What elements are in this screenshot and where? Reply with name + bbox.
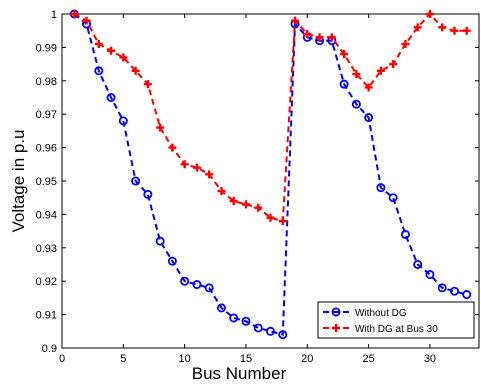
- marker: [437, 283, 447, 293]
- y-tick-label: 0.99: [36, 42, 57, 54]
- y-tick-label: 0.97: [36, 109, 57, 121]
- marker: [425, 270, 435, 280]
- series-line: [73, 12, 467, 223]
- marker: [462, 26, 471, 35]
- series-line: [73, 13, 467, 336]
- marker: [180, 160, 189, 169]
- y-tick-label: 0.93: [36, 243, 57, 255]
- marker: [205, 170, 214, 179]
- marker: [131, 176, 141, 186]
- marker: [217, 187, 226, 196]
- plot-area: [61, 13, 480, 349]
- marker: [167, 256, 177, 266]
- x-tick-label: 5: [120, 353, 126, 365]
- marker: [204, 283, 214, 293]
- marker: [94, 40, 103, 49]
- marker: [389, 60, 398, 69]
- marker: [216, 303, 226, 313]
- marker: [327, 33, 336, 42]
- marker: [265, 326, 275, 336]
- marker: [364, 113, 374, 123]
- marker: [118, 116, 128, 126]
- marker: [241, 316, 251, 326]
- legend-label: With DG at Bus 30: [355, 324, 438, 335]
- x-tick-label: 10: [179, 353, 191, 365]
- marker: [462, 290, 472, 300]
- marker: [339, 79, 349, 89]
- x-tick-label: 30: [424, 353, 436, 365]
- marker: [449, 286, 459, 296]
- marker: [229, 197, 238, 206]
- marker: [107, 46, 116, 55]
- marker: [340, 50, 349, 59]
- marker: [82, 16, 91, 25]
- marker: [388, 193, 398, 203]
- y-tick-label: 0.9: [42, 343, 57, 355]
- y-tick-label: 0.96: [36, 143, 57, 155]
- y-tick-label: 0.92: [36, 276, 57, 288]
- marker: [364, 83, 373, 92]
- y-tick-label: 1: [51, 9, 57, 21]
- x-tick-label: 15: [240, 353, 252, 365]
- marker: [229, 313, 239, 323]
- marker: [352, 70, 361, 79]
- x-tick-label: 20: [301, 353, 313, 365]
- marker: [376, 183, 386, 193]
- legend-label: Without DG: [355, 308, 407, 319]
- x-tick-label: 0: [59, 353, 65, 365]
- marker: [278, 217, 287, 226]
- marker: [192, 280, 202, 290]
- marker: [278, 330, 288, 340]
- marker: [450, 26, 459, 35]
- marker: [332, 324, 340, 332]
- marker: [351, 99, 361, 109]
- marker: [291, 16, 300, 25]
- x-axis-label: Bus Number: [192, 364, 287, 383]
- marker: [413, 23, 422, 32]
- marker: [331, 307, 341, 317]
- marker: [400, 229, 410, 239]
- marker: [168, 143, 177, 152]
- y-tick-label: 0.95: [36, 176, 57, 188]
- y-tick-label: 0.94: [36, 209, 57, 221]
- marker: [241, 200, 250, 209]
- y-tick-label: 0.98: [36, 76, 57, 88]
- marker: [106, 93, 116, 103]
- marker: [315, 33, 324, 42]
- marker: [413, 259, 423, 269]
- legend: Without DG With DG at Bus 30: [317, 301, 475, 339]
- marker: [131, 66, 140, 75]
- y-axis-label: Voltage in p.u: [9, 129, 28, 232]
- marker: [266, 213, 275, 222]
- marker: [253, 323, 263, 333]
- marker: [143, 189, 153, 199]
- marker: [303, 30, 312, 39]
- legend-box: [317, 301, 475, 339]
- marker: [156, 123, 165, 132]
- marker: [254, 203, 263, 212]
- marker: [119, 53, 128, 62]
- marker: [155, 236, 165, 246]
- marker: [94, 66, 104, 76]
- x-tick-label: 25: [362, 353, 374, 365]
- marker: [425, 10, 434, 18]
- marker: [70, 10, 79, 18]
- marker: [143, 80, 152, 89]
- marker: [192, 163, 201, 172]
- marker: [401, 40, 410, 49]
- marker: [376, 66, 385, 75]
- y-tick-label: 0.91: [36, 310, 57, 322]
- marker: [180, 276, 190, 286]
- marker: [438, 23, 447, 32]
